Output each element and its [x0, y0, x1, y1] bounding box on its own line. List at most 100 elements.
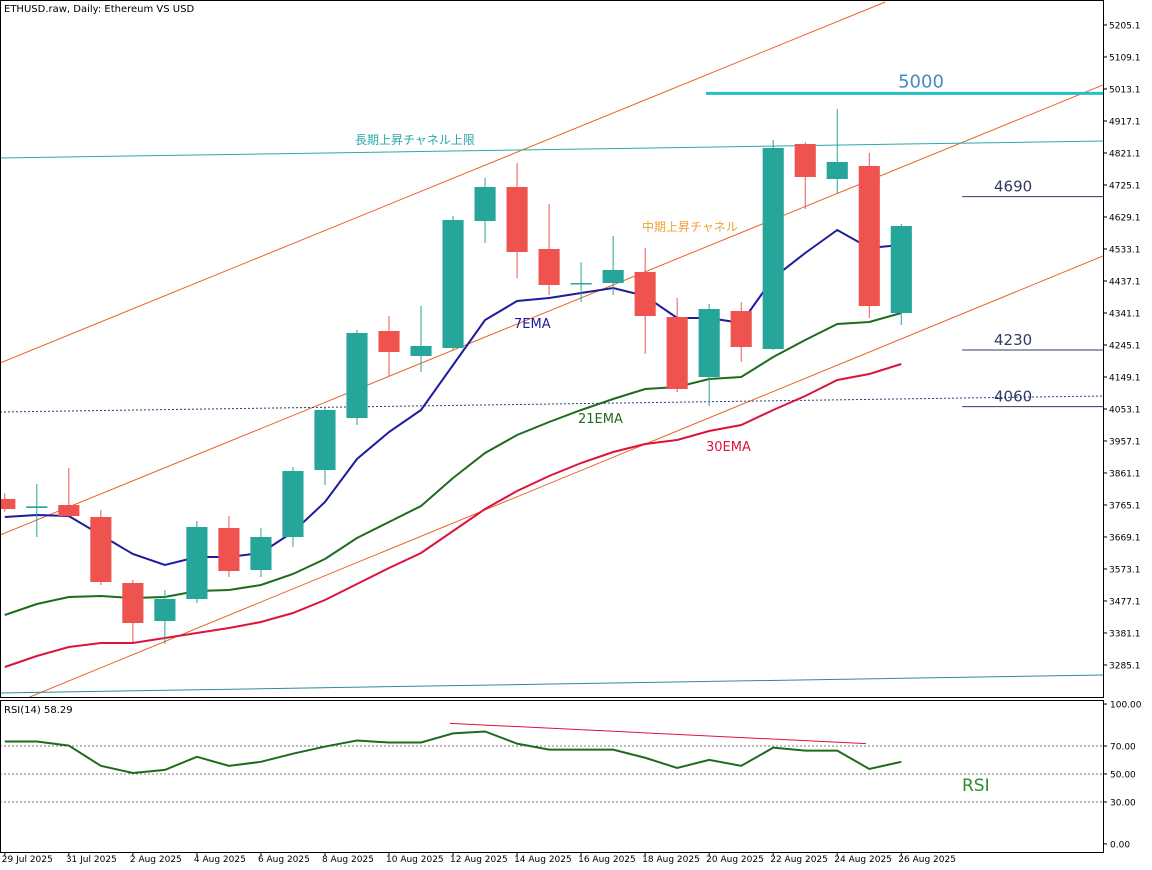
rsi-frame — [0, 700, 1104, 853]
candle-body — [506, 187, 528, 252]
ema-line — [4, 312, 902, 616]
chart-title: ETHUSD.raw, Daily: Ethereum VS USD — [4, 4, 194, 15]
candle-body — [730, 311, 752, 347]
x-tick-label: 29 Jul 2025 — [2, 855, 53, 865]
rsi-line — [4, 730, 902, 775]
y-tick-label: 3477.1 — [1109, 597, 1141, 607]
candle-body — [858, 166, 880, 306]
rsi-y-tick-label: 30.00 — [1110, 798, 1136, 808]
candle-body — [538, 249, 560, 285]
x-tick-label: 4 Aug 2025 — [194, 855, 246, 865]
ema-line — [4, 363, 902, 668]
y-tick-label: 4821.1 — [1109, 149, 1141, 159]
candle-body — [634, 272, 656, 316]
price-frame — [0, 0, 1104, 698]
y-tick-label: 4917.1 — [1109, 117, 1141, 127]
x-tick-label: 6 Aug 2025 — [258, 855, 310, 865]
candle-body — [698, 309, 720, 377]
y-tick-label: 4725.1 — [1109, 181, 1141, 191]
y-tick-label: 3669.1 — [1109, 533, 1141, 543]
y-tick-label: 3285.1 — [1109, 661, 1141, 671]
x-tick-label: 12 Aug 2025 — [450, 855, 508, 865]
candle-body — [474, 187, 496, 221]
y-tick-label: 4053.1 — [1109, 405, 1141, 415]
rsi-y-tick-label: 70.00 — [1110, 743, 1136, 753]
y-tick-label: 3957.1 — [1109, 437, 1141, 447]
level-label: 4690 — [994, 178, 1032, 196]
ema-line — [4, 228, 902, 567]
candle-body — [282, 471, 304, 537]
series-annotation: 21EMA — [578, 412, 623, 427]
y-tick-label: 5013.1 — [1109, 85, 1141, 95]
trendline — [0, 674, 1103, 694]
level-label: 4060 — [994, 388, 1032, 406]
y-tick-label: 5205.1 — [1109, 21, 1141, 31]
y-tick-label: 4437.1 — [1109, 277, 1141, 287]
x-tick-label: 14 Aug 2025 — [514, 855, 572, 865]
candle-body — [378, 331, 400, 352]
candle-body — [154, 599, 176, 621]
x-tick-label: 31 Jul 2025 — [66, 855, 117, 865]
x-tick-label: 20 Aug 2025 — [706, 855, 764, 865]
candle-body — [666, 317, 688, 389]
trendline — [29, 255, 1103, 697]
candle-body — [762, 148, 784, 349]
candle-body — [890, 226, 912, 313]
candle-body — [314, 410, 336, 470]
rsi-title: RSI(14) 58.29 — [4, 705, 73, 716]
y-tick-label: 3765.1 — [1109, 501, 1141, 511]
y-tick-label: 4629.1 — [1109, 213, 1141, 223]
candle-body — [250, 537, 272, 570]
candle-body — [90, 517, 112, 582]
y-tick-label: 5109.1 — [1109, 53, 1141, 63]
candle-body — [442, 220, 464, 348]
rsi-y-tick-label: 50.00 — [1110, 770, 1136, 780]
y-tick-label: 4533.1 — [1109, 245, 1141, 255]
rsi-annotation: RSI — [962, 776, 990, 796]
candle-body — [602, 270, 624, 283]
candle-body — [794, 144, 816, 177]
candle-body — [58, 505, 80, 516]
candle-body — [570, 283, 592, 285]
x-tick-label: 2 Aug 2025 — [130, 855, 182, 865]
candle-body — [186, 527, 208, 599]
candle-body — [122, 583, 144, 623]
candle-body — [410, 346, 432, 356]
channel-annotation: 中期上昇チャネル — [642, 219, 738, 234]
x-tick-label: 22 Aug 2025 — [770, 855, 828, 865]
series-annotation: 30EMA — [706, 440, 751, 455]
x-tick-label: 26 Aug 2025 — [898, 855, 956, 865]
x-tick-label: 10 Aug 2025 — [386, 855, 444, 865]
y-tick-label: 3861.1 — [1109, 469, 1141, 479]
price-plot: 5000 4690 4230 4060 7EMA 21EMA 30EMA 中期上昇チャネル 長期… — [0, 1, 1103, 697]
y-tick-label: 4149.1 — [1109, 373, 1141, 383]
rsi-y-tick-label: 0.00 — [1110, 840, 1130, 850]
y-tick-label: 3381.1 — [1109, 629, 1141, 639]
series-annotation: 7EMA — [514, 317, 551, 332]
x-tick-label: 18 Aug 2025 — [642, 855, 700, 865]
channel-annotation: 長期上昇チャネル上限 — [355, 133, 475, 147]
level-label: 4230 — [994, 331, 1032, 349]
candle-body — [218, 528, 240, 571]
candle-body — [0, 499, 16, 509]
x-tick-label: 8 Aug 2025 — [322, 855, 374, 865]
x-tick-label: 24 Aug 2025 — [834, 855, 892, 865]
rsi-plot: RSI — [0, 722, 1103, 803]
x-tick-label: 16 Aug 2025 — [578, 855, 636, 865]
candle-body — [26, 506, 48, 508]
y-tick-label: 3573.1 — [1109, 565, 1141, 575]
trendline — [0, 84, 1103, 536]
y-tick-label: 4245.1 — [1109, 341, 1141, 351]
level-label: 5000 — [898, 71, 944, 92]
candle-body — [826, 162, 848, 179]
rsi-y-tick-label: 100.00 — [1110, 701, 1142, 711]
trendline — [449, 722, 867, 745]
trendline — [0, 1, 886, 364]
trendline — [0, 140, 1103, 159]
y-tick-label: 4341.1 — [1109, 309, 1141, 319]
candle-body — [346, 333, 368, 418]
